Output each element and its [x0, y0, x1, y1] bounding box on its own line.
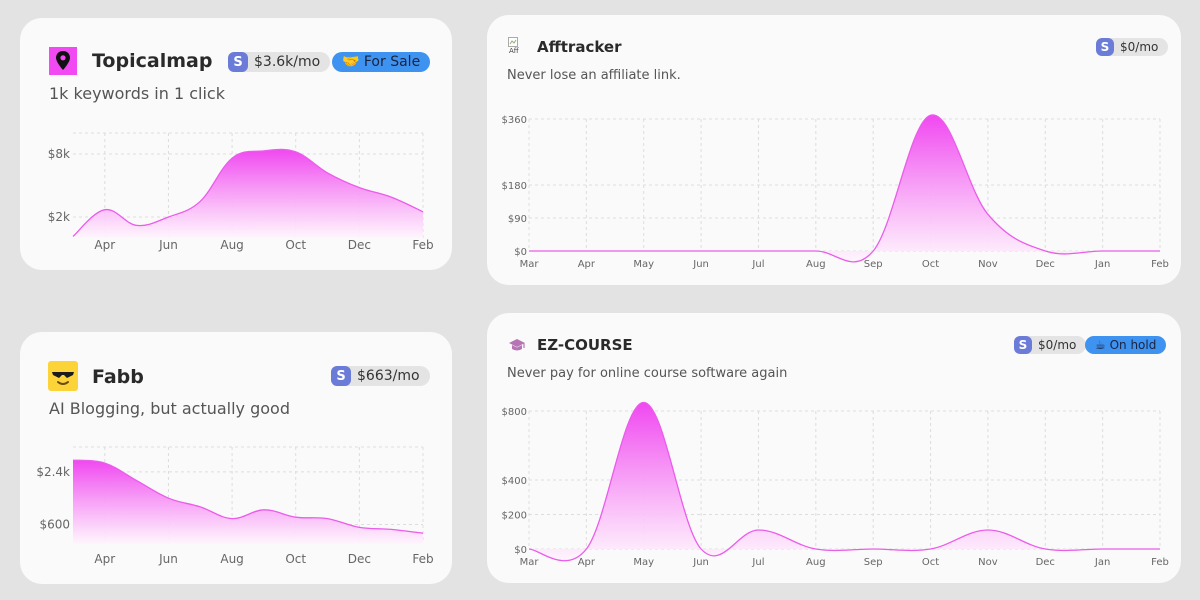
- project-description: AI Blogging, but actually good: [49, 399, 290, 418]
- revenue-chart: $0 $200 $400 $800 Mar Apr May Jun Jul Aug Sep Oct No…: [502, 401, 1169, 568]
- graduation-cap-icon: [509, 339, 525, 351]
- y-tick-label: $360: [502, 115, 527, 126]
- project-title[interactable]: Topicalmap: [92, 50, 213, 72]
- x-tick-label: Apr: [578, 557, 596, 568]
- x-tick-label: Mar: [520, 557, 540, 568]
- x-tick-label: Dec: [348, 238, 371, 252]
- series-line: [72, 459, 424, 534]
- x-tick-label: Apr: [578, 259, 596, 270]
- stripe-icon: S: [331, 366, 351, 386]
- y-tick-label: $600: [39, 517, 70, 531]
- project-title[interactable]: Fabb: [92, 366, 144, 388]
- y-tick-label: $0: [514, 247, 527, 258]
- project-title[interactable]: EZ-COURSE: [537, 336, 633, 354]
- x-tick-label: Nov: [978, 557, 998, 568]
- area-fill: [529, 402, 1160, 561]
- x-tick-label: Dec: [1036, 259, 1055, 270]
- project-description: Never lose an affiliate link.: [507, 68, 681, 83]
- x-tick-label: Aug: [220, 238, 243, 252]
- x-tick-label: Nov: [978, 259, 998, 270]
- revenue-chart: $2k $8k Apr Jun Aug Oct Dec Feb: [48, 132, 434, 252]
- logo-alt-text: Aff: [509, 47, 519, 55]
- x-tick-label: Oct: [285, 238, 306, 252]
- project-card-fabb[interactable]: Fabb S $663/mo AI Blogging, but actually…: [20, 332, 452, 584]
- y-tick-label: $0: [514, 545, 527, 556]
- revenue-badge: S $3.6k/mo: [228, 52, 331, 72]
- x-tick-label: Oct: [922, 557, 939, 568]
- x-tick-label: Oct: [285, 552, 306, 566]
- area-fill: [73, 149, 423, 238]
- x-tick-label: Jun: [692, 259, 709, 270]
- x-tick-label: May: [633, 259, 654, 270]
- series-line: [528, 401, 1160, 562]
- project-card-topicalmap[interactable]: Topicalmap S $3.6k/mo 🤝 For Sale 1k keyw…: [20, 18, 452, 270]
- x-tick-label: Mar: [520, 259, 540, 270]
- x-tick-label: Jun: [158, 552, 178, 566]
- series-line: [529, 114, 1160, 263]
- status-badge: ☕ On hold: [1085, 336, 1167, 354]
- x-tick-label: Jul: [751, 557, 764, 568]
- x-tick-label: Aug: [220, 552, 243, 566]
- y-tick-label: $90: [508, 214, 527, 225]
- x-tick-label: Feb: [412, 238, 433, 252]
- x-tick-label: Apr: [94, 552, 115, 566]
- map-pin-icon: [49, 47, 77, 75]
- x-tick-label: Aug: [806, 259, 826, 270]
- stripe-icon: S: [1014, 336, 1032, 354]
- stripe-icon: S: [228, 52, 248, 72]
- revenue-value: $663/mo: [357, 368, 420, 384]
- x-tick-label: Jan: [1094, 259, 1110, 270]
- x-tick-label: Dec: [348, 552, 371, 566]
- stripe-icon: S: [1096, 38, 1114, 56]
- revenue-badge: S $0/mo: [1096, 38, 1169, 56]
- x-tick-label: Jun: [692, 557, 709, 568]
- x-tick-label: Feb: [1151, 259, 1169, 270]
- revenue-badge: S $663/mo: [331, 366, 430, 386]
- revenue-value: $0/mo: [1038, 338, 1077, 352]
- x-tick-label: May: [633, 557, 654, 568]
- x-tick-label: Sep: [864, 557, 883, 568]
- revenue-chart: $0 $90 $180 $360 Mar Apr May Jun Jul Aug Sep Oct Nov…: [502, 114, 1169, 270]
- revenue-chart: $600 $2.4k Apr Jun Aug Oct Dec Feb: [36, 446, 434, 566]
- x-tick-label: Sep: [864, 259, 883, 270]
- project-description: 1k keywords in 1 click: [49, 84, 225, 103]
- sunglasses-emoji-icon: [48, 361, 78, 391]
- revenue-value: $0/mo: [1120, 40, 1159, 54]
- y-tick-label: $2.4k: [36, 465, 70, 479]
- y-tick-label: $200: [502, 511, 527, 522]
- revenue-badge: S $0/mo: [1014, 336, 1087, 354]
- x-tick-label: Feb: [412, 552, 433, 566]
- project-card-ez-course[interactable]: EZ-COURSE S $0/mo ☕ On hold Never pay fo…: [487, 313, 1181, 583]
- broken-image-icon: Aff: [508, 37, 526, 55]
- project-card-afftracker[interactable]: Aff Afftracker S $0/mo Never lose an aff…: [487, 15, 1181, 285]
- x-tick-label: Dec: [1036, 557, 1055, 568]
- x-tick-label: Jan: [1094, 557, 1110, 568]
- revenue-value: $3.6k/mo: [254, 54, 321, 70]
- project-description: Never pay for online course software aga…: [507, 366, 788, 381]
- y-tick-label: $8k: [48, 147, 70, 161]
- status-badge: 🤝 For Sale: [332, 52, 431, 72]
- project-title[interactable]: Afftracker: [537, 38, 622, 56]
- y-tick-label: $800: [502, 407, 527, 418]
- y-tick-label: $400: [502, 476, 527, 487]
- area-fill: [529, 114, 1160, 262]
- x-tick-label: Aug: [806, 557, 826, 568]
- x-tick-label: Jun: [158, 238, 178, 252]
- x-tick-label: Jul: [751, 259, 764, 270]
- x-tick-label: Feb: [1151, 557, 1169, 568]
- series-line: [72, 148, 424, 237]
- x-tick-label: Oct: [922, 259, 939, 270]
- y-tick-label: $2k: [48, 210, 70, 224]
- x-tick-label: Apr: [94, 238, 115, 252]
- area-fill: [73, 460, 423, 544]
- y-tick-label: $180: [502, 181, 527, 192]
